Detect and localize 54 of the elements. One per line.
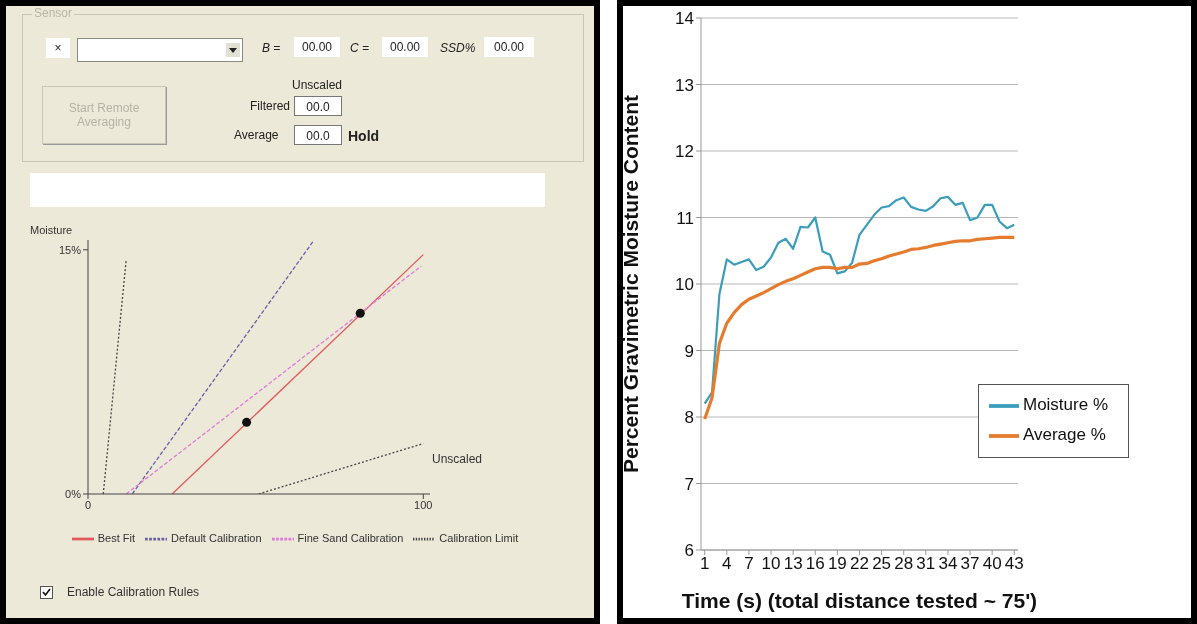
x-tick-label: 1 [699, 554, 710, 574]
text: Enable Calibration Rules [67, 585, 200, 599]
x-tick-label: 0 [84, 498, 92, 511]
legend-label: Calibration Limit [439, 531, 519, 544]
x-tick-label: 16 [805, 554, 825, 574]
text: × [46, 38, 70, 58]
x-tick-label: 4 [722, 554, 732, 574]
text: Hold [348, 128, 380, 144]
line-series [703, 195, 1016, 405]
y-tick-label: 15% [58, 243, 82, 256]
y-tick-label: 11 [676, 208, 694, 228]
line-series [703, 235, 1016, 421]
y-tick-label: 10 [675, 275, 694, 295]
y-tick-label: 13 [675, 75, 694, 95]
y-tick-label: 9 [684, 341, 694, 361]
x-tick-label: 19 [827, 554, 847, 574]
x-tick-label: 28 [894, 554, 914, 574]
y-tick-label: 6 [684, 541, 694, 561]
text: Filtered [250, 99, 291, 113]
y-tick-label: 0% [65, 487, 82, 500]
text: 00.00 [382, 37, 428, 57]
text: 00.00 [484, 37, 534, 57]
legend-label: Moisture % [1022, 395, 1108, 415]
text: SSD% [440, 41, 476, 55]
x-tick-label: 22 [850, 554, 869, 574]
text: Average [234, 128, 279, 142]
y-tick-label: 7 [684, 474, 694, 494]
text: 00.0 [294, 125, 342, 145]
legend-label: Best Fit [97, 531, 136, 544]
legend-label: Fine Sand Calibration [297, 531, 404, 544]
legend-label: Default Calibration [171, 531, 262, 544]
legend-label: Average % [1022, 425, 1106, 445]
x-tick-label: 100 [414, 498, 433, 511]
x-tick-label: 43 [1004, 554, 1024, 574]
text: 00.0 [294, 96, 342, 116]
y-tick-label: 8 [684, 408, 694, 428]
x-axis-title: Time (s) (total distance tested ~ 75') [681, 589, 1038, 612]
x-tick-label: 13 [783, 554, 803, 574]
text: B = [262, 41, 281, 55]
x-tick-label: 7 [744, 554, 754, 574]
x-tick-label: 37 [960, 554, 980, 574]
x-tick-label: 40 [982, 554, 1002, 574]
y-tick-label: 14 [675, 9, 694, 29]
text: Unscaled [292, 78, 343, 92]
y-axis-title: Moisture [30, 224, 73, 236]
text: C = [350, 41, 370, 55]
y-axis-title: Percent Gravimetric Moisture Content [619, 94, 643, 474]
x-tick-label: 10 [761, 554, 781, 574]
x-axis-title: Unscaled [432, 452, 483, 466]
text: 00.00 [294, 37, 340, 57]
x-tick-label: 25 [872, 554, 892, 574]
x-tick-label: 31 [916, 554, 936, 574]
y-tick-label: 12 [675, 142, 694, 162]
x-tick-label: 34 [938, 554, 958, 574]
